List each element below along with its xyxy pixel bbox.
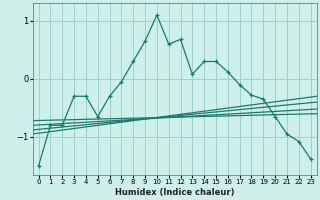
X-axis label: Humidex (Indice chaleur): Humidex (Indice chaleur): [115, 188, 234, 197]
